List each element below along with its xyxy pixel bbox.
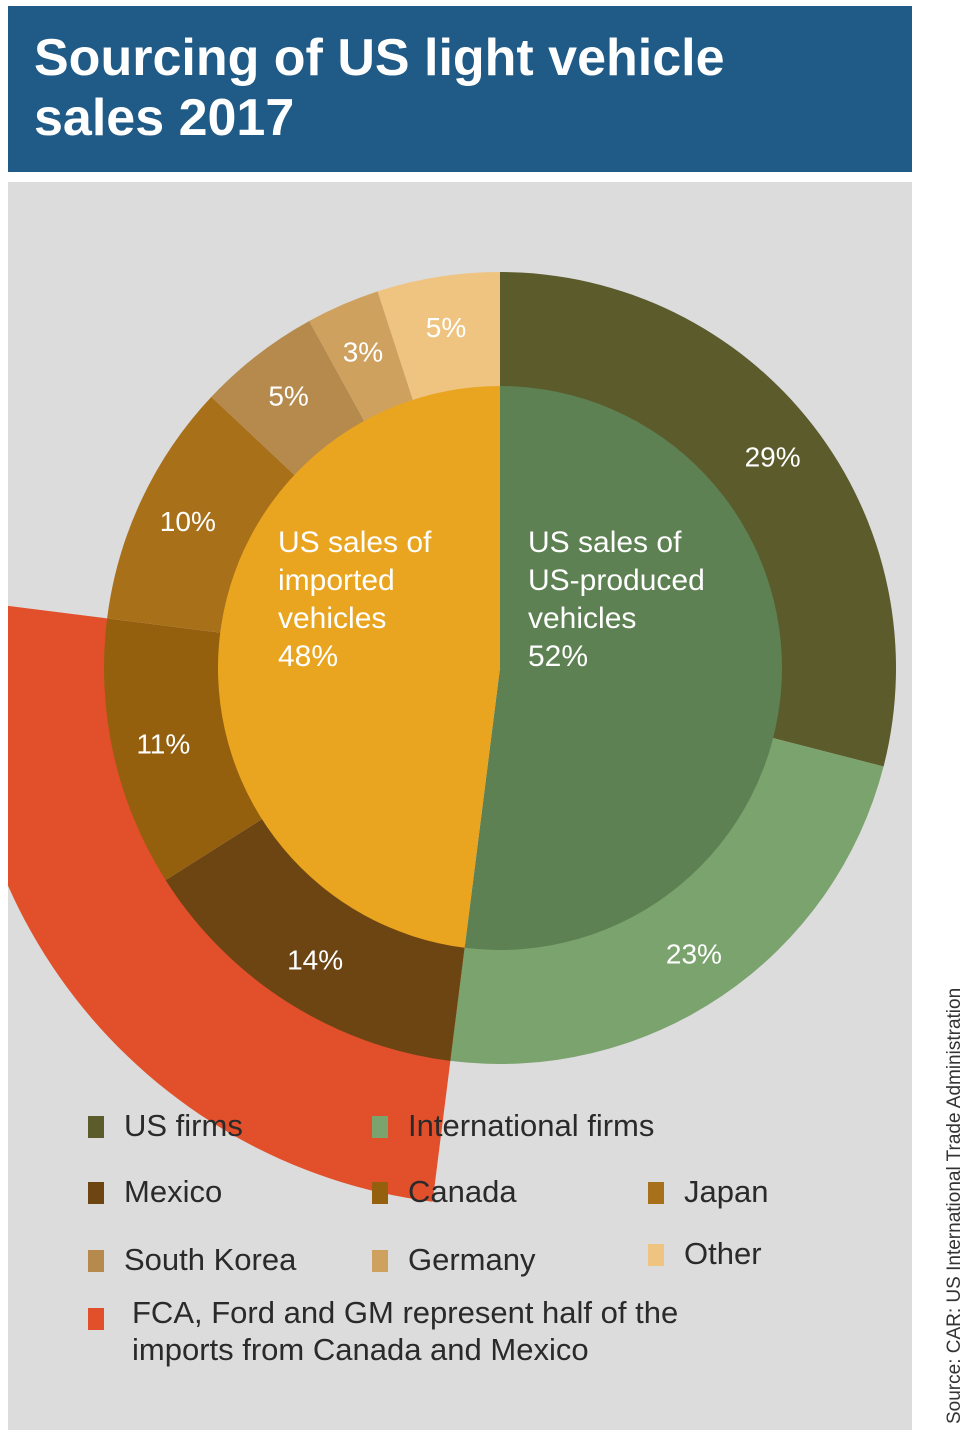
inner-label-imported: US sales of imported vehicles 48% (278, 526, 432, 673)
inner-slice-imported (217, 386, 500, 948)
value-label-south-korea: 5% (268, 380, 308, 411)
value-label-mexico: 14% (287, 944, 343, 975)
legend-swatch-mexico (88, 1182, 104, 1204)
legend-label: Germany (408, 1242, 536, 1277)
legend-label: International firms (408, 1108, 655, 1143)
legend-label: Japan (684, 1174, 769, 1209)
title-banner: Sourcing of US light vehicle sales 2017 (8, 6, 912, 172)
inner-label-line: vehicles (278, 602, 386, 635)
legend-label: Mexico (124, 1174, 223, 1209)
value-label-other: 5% (426, 312, 466, 343)
inner-label-line: US sales of (528, 526, 682, 559)
legend-swatch-international-firms (372, 1116, 388, 1138)
value-label-us-firms: 29% (745, 442, 801, 473)
inner-label-line: US sales of (278, 526, 432, 559)
legend-swatch-other (648, 1244, 664, 1266)
source-note: Source: CAR; US International Trade Admi… (944, 987, 960, 1424)
outer-slice-other (377, 272, 500, 404)
highlight-arc-fca-ford-gm (8, 605, 451, 1202)
value-label-canada: 11% (136, 728, 190, 759)
value-label-international-firms: 23% (666, 938, 722, 969)
outer-slice-germany (309, 291, 415, 425)
legend-note-line-2: imports from Canada and Mexico (132, 1332, 589, 1367)
legend-label: US firms (124, 1108, 243, 1143)
legend-swatch-fca-ford-gm (88, 1308, 104, 1330)
legend-label: Canada (408, 1174, 517, 1209)
legend-note-text: FCA, Ford and GM represent half of the i… (132, 1294, 812, 1368)
legend-swatch-south-korea (88, 1250, 104, 1272)
inner-label-line: 52% (528, 640, 588, 673)
outer-slice-south-korea (211, 320, 367, 478)
chart-panel: 29% 23% 14% 11% 10% 5% 3% 5% US sales of US-produ… (8, 182, 912, 1430)
legend-label: South Korea (124, 1242, 297, 1277)
inner-label-line: 48% (278, 640, 338, 673)
legend-swatch-canada (372, 1182, 388, 1204)
inner-slice-us-produced (464, 386, 782, 950)
outer-slice-international-firms (450, 737, 884, 1064)
chart-title-line-1: Sourcing of US light vehicle (34, 29, 725, 87)
legend-swatch-germany (372, 1250, 388, 1272)
outer-slice-mexico (165, 816, 466, 1061)
inner-label-line: US-produced (528, 564, 705, 597)
legend-label: Other (684, 1236, 762, 1271)
legend-swatch-us-firms (88, 1116, 104, 1138)
donut-chart: 29% 23% 14% 11% 10% 5% 3% 5% US sales of US-produ… (8, 272, 897, 1202)
legend-note-line-1: FCA, Ford and GM represent half of the (132, 1295, 679, 1330)
outer-slice-japan (107, 396, 298, 634)
inner-label-us-produced: US sales of US-produced vehicles 52% (528, 526, 705, 673)
chart-title-line-2: sales 2017 (34, 89, 295, 147)
legend-swatch-japan (648, 1182, 664, 1204)
outer-slice-canada (103, 618, 266, 881)
value-label-japan: 10% (160, 506, 216, 537)
inner-label-line: imported (278, 564, 395, 597)
value-label-germany: 3% (343, 336, 383, 367)
outer-slice-us-firms (500, 272, 897, 767)
inner-label-line: vehicles (528, 602, 636, 635)
